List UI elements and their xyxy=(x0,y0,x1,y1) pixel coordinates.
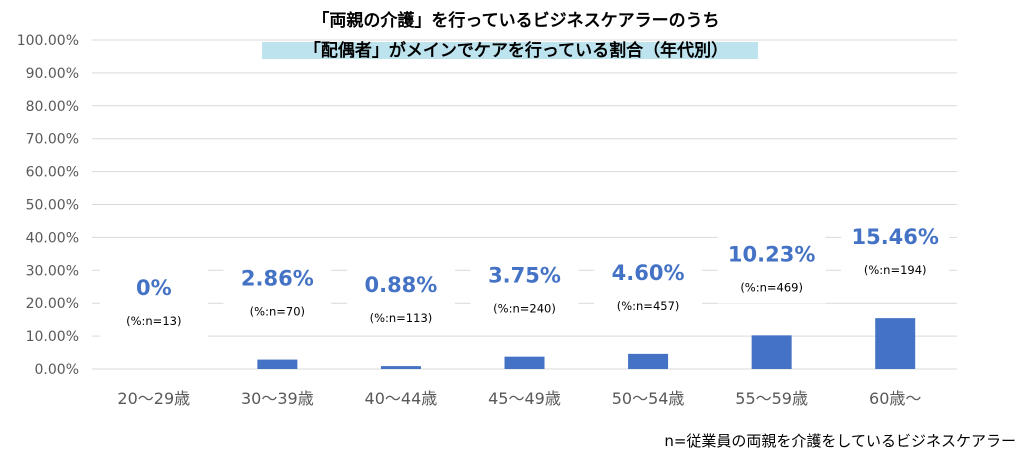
x-category-label: 60歳～ xyxy=(869,389,921,408)
footnote: n=従業員の両親を介護をしているビジネスケアラー xyxy=(664,432,1016,450)
data-label-background xyxy=(346,260,455,335)
x-category-label: 40～44歳 xyxy=(365,389,438,408)
bar xyxy=(257,359,298,369)
data-label-background xyxy=(99,263,208,337)
sample-size-label: (%:n=113) xyxy=(370,311,433,325)
y-tick-label: 80.00% xyxy=(26,99,79,115)
sample-size-label: (%:n=70) xyxy=(250,305,305,319)
data-value-label: 2.86% xyxy=(241,267,314,291)
x-category-label: 45～49歳 xyxy=(488,389,561,408)
sample-size-label: (%:n=240) xyxy=(493,302,556,316)
title-highlight xyxy=(262,42,758,59)
data-value-label: 0% xyxy=(136,276,172,300)
y-tick-label: 70.00% xyxy=(26,132,79,148)
data-value-label: 0.88% xyxy=(364,273,437,297)
x-axis-categories: 20～29歳 30～39歳 40～44歳 45～49歳 50～54歳 55～59歳 60歳～ xyxy=(117,389,921,408)
y-tick-label: 10.00% xyxy=(26,329,79,345)
data-labels: 0% (%:n=13) 2.86% (%:n=70) 0.88% (%:n=113) 3.7… xyxy=(99,212,950,337)
data-value-label: 15.46% xyxy=(851,225,938,249)
data-value-label: 4.60% xyxy=(612,261,685,285)
y-tick-label: 60.00% xyxy=(26,165,79,181)
y-tick-label: 0.00% xyxy=(35,362,79,378)
y-tick-label: 50.00% xyxy=(26,198,79,214)
data-value-label: 3.75% xyxy=(488,264,561,288)
data-label-background xyxy=(594,247,703,322)
bar xyxy=(875,318,916,369)
bar xyxy=(628,353,669,369)
chart-title-line-1: 「両親の介護」を行っているビジネスケアラーのうち xyxy=(312,10,719,31)
sample-size-label: (%:n=457) xyxy=(617,299,680,313)
y-tick-label: 20.00% xyxy=(26,296,79,312)
y-tick-label: 30.00% xyxy=(26,263,79,279)
bar xyxy=(380,366,421,369)
y-tick-label: 90.00% xyxy=(26,66,79,82)
data-value-label: 10.23% xyxy=(728,242,815,266)
x-category-label: 55～59歳 xyxy=(735,389,808,408)
bars xyxy=(257,318,916,369)
data-label-background xyxy=(841,212,950,287)
data-label-background xyxy=(717,229,826,304)
y-axis-ticks: 0.00% 10.00% 20.00% 30.00% 40.00% 50.00% 60.00… xyxy=(17,33,79,378)
sample-size-label: (%:n=194) xyxy=(864,263,927,277)
sample-size-label: (%:n=469) xyxy=(740,280,803,294)
x-category-label: 50～54歳 xyxy=(612,389,685,408)
sample-size-label: (%:n=13) xyxy=(126,314,181,328)
data-label-background xyxy=(223,253,332,328)
bar xyxy=(751,335,792,369)
bar xyxy=(504,356,545,369)
y-tick-label: 40.00% xyxy=(26,230,79,246)
x-category-label: 20～29歳 xyxy=(117,389,190,408)
data-label-background xyxy=(470,250,579,325)
y-tick-label: 100.00% xyxy=(17,33,79,49)
x-category-label: 30～39歳 xyxy=(241,389,314,408)
chart-title-line-2: 「配偶者」がメインでケアを行っている割合（年代別） xyxy=(304,40,728,61)
